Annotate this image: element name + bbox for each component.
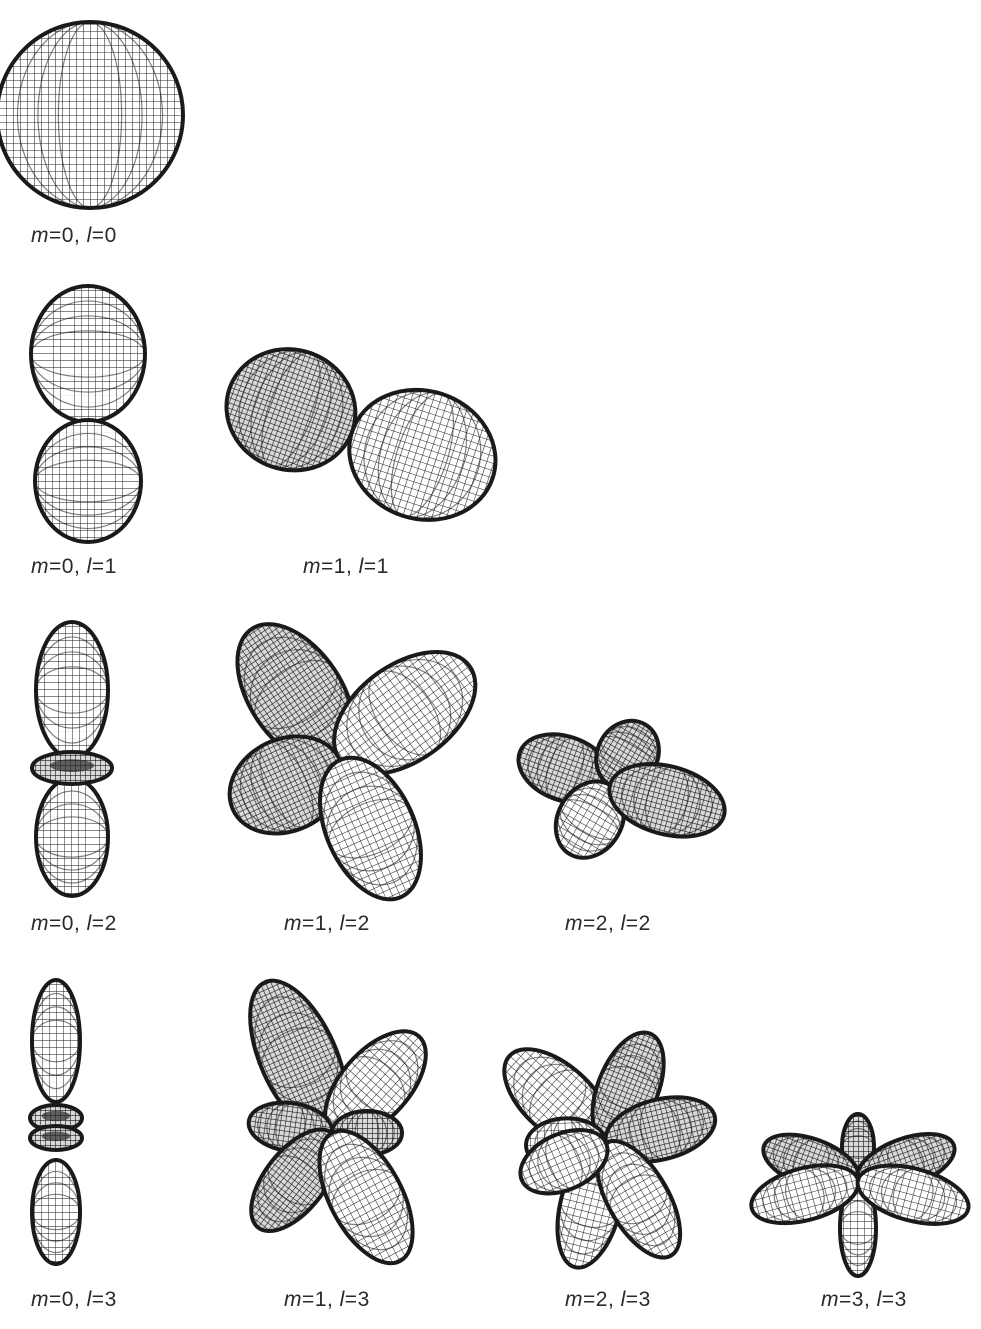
l-symbol: l bbox=[86, 555, 92, 578]
m-value: 1 bbox=[314, 1288, 327, 1311]
m-symbol: m bbox=[31, 224, 49, 247]
l-symbol: l bbox=[339, 912, 345, 935]
l-value: 2 bbox=[104, 912, 117, 935]
l-value: 1 bbox=[104, 555, 117, 578]
lobe-m3-l3-ll bbox=[749, 1163, 861, 1226]
l-value: 1 bbox=[376, 555, 389, 578]
lobe-m0-l1-up bbox=[29, 284, 147, 424]
lobe-m1-l1-right bbox=[347, 387, 498, 522]
torus-m0-l3-bot bbox=[28, 1124, 84, 1152]
lobe-m0-l2-down bbox=[34, 776, 110, 898]
l-value: 2 bbox=[357, 912, 370, 935]
l-value: 3 bbox=[638, 1288, 651, 1311]
lobe-m1-l1-left bbox=[224, 347, 358, 473]
m-symbol: m bbox=[284, 912, 302, 935]
m-value: 0 bbox=[61, 555, 74, 578]
m-value: 0 bbox=[61, 1288, 74, 1311]
lobe-m1-l3-lr bbox=[317, 1128, 415, 1266]
lobe-m0-l3-down bbox=[30, 1158, 82, 1266]
lobe-m1-l2-ll bbox=[227, 734, 346, 836]
lobe-m3-l3-down bbox=[838, 1178, 878, 1278]
l-value: 3 bbox=[894, 1288, 907, 1311]
lobe-m1-l2-ul bbox=[235, 622, 357, 767]
m-symbol: m bbox=[284, 1288, 302, 1311]
lobe-m3-l3-lr bbox=[855, 1163, 971, 1226]
m-value: 1 bbox=[333, 555, 346, 578]
l-symbol: l bbox=[620, 912, 626, 935]
label-m0-l1: m=0, l=1 bbox=[31, 555, 117, 578]
m-symbol: m bbox=[31, 555, 49, 578]
lobe-m2-l3-ll bbox=[518, 1128, 610, 1196]
l-symbol: l bbox=[86, 912, 92, 935]
label-m1-l2: m=1, l=2 bbox=[284, 912, 370, 935]
l-symbol: l bbox=[620, 1288, 626, 1311]
l-symbol: l bbox=[876, 1288, 882, 1311]
l-symbol: l bbox=[358, 555, 364, 578]
m-value: 0 bbox=[61, 224, 74, 247]
m-symbol: m bbox=[31, 912, 49, 935]
m-symbol: m bbox=[31, 1288, 49, 1311]
label-m0-l2: m=0, l=2 bbox=[31, 912, 117, 935]
lobe-m0-l2-up bbox=[34, 620, 110, 760]
sphere-m0-l0 bbox=[0, 20, 185, 210]
l-symbol: l bbox=[339, 1288, 345, 1311]
label-m2-l3: m=2, l=3 bbox=[565, 1288, 651, 1311]
m-value: 1 bbox=[314, 912, 327, 935]
lobe-m0-l1-down bbox=[33, 418, 143, 544]
m-value: 2 bbox=[595, 1288, 608, 1311]
l-value: 2 bbox=[638, 912, 651, 935]
lobe-m0-l3-up bbox=[30, 978, 82, 1104]
m-symbol: m bbox=[303, 555, 321, 578]
m-value: 2 bbox=[595, 912, 608, 935]
lobe-m1-l2-lr bbox=[318, 755, 423, 902]
m-value: 3 bbox=[851, 1288, 864, 1311]
label-m2-l2: m=2, l=2 bbox=[565, 912, 651, 935]
label-m1-l3: m=1, l=3 bbox=[284, 1288, 370, 1311]
lobe-m2-l2-r bbox=[607, 762, 727, 839]
m-value: 0 bbox=[61, 912, 74, 935]
label-m3-l3: m=3, l=3 bbox=[821, 1288, 907, 1311]
m-symbol: m bbox=[565, 1288, 583, 1311]
label-m1-l1: m=1, l=1 bbox=[303, 555, 389, 578]
label-m0-l3: m=0, l=3 bbox=[31, 1288, 117, 1311]
m-symbol: m bbox=[821, 1288, 839, 1311]
l-value: 3 bbox=[104, 1288, 117, 1311]
torus-m0-l2 bbox=[30, 750, 114, 786]
m-symbol: m bbox=[565, 912, 583, 935]
l-symbol: l bbox=[86, 1288, 92, 1311]
label-m0-l0: m=0, l=0 bbox=[31, 224, 117, 247]
torus-m0-l3-top bbox=[28, 1103, 84, 1133]
l-value: 3 bbox=[357, 1288, 370, 1311]
l-symbol: l bbox=[86, 224, 92, 247]
l-value: 0 bbox=[104, 224, 117, 247]
